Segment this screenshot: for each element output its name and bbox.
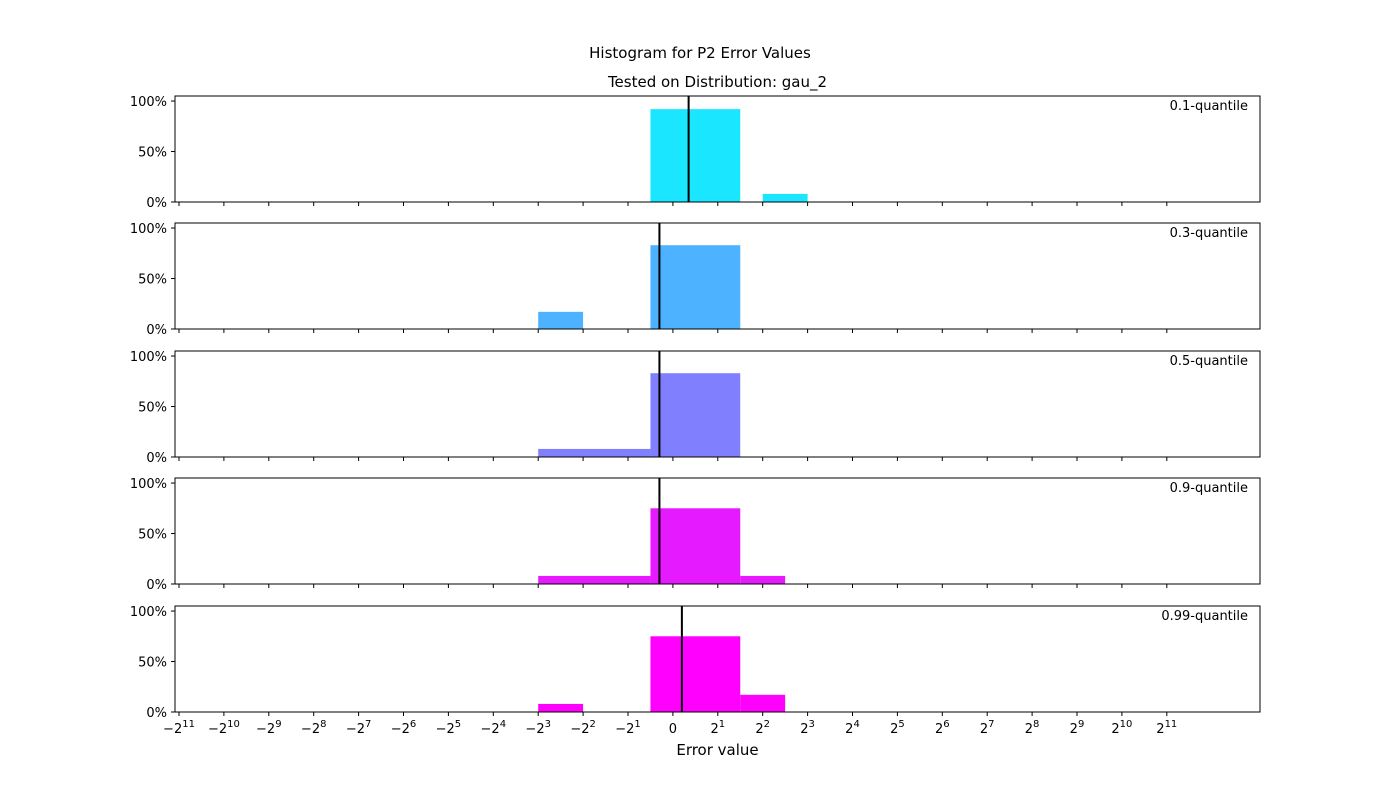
y-tick-label: 50% <box>138 273 167 288</box>
x-tick-label: 24 <box>845 719 860 737</box>
y-tick-label: 50% <box>138 401 167 416</box>
y-tick-label: 100% <box>130 350 167 365</box>
histogram-bar <box>650 373 741 457</box>
y-tick-label: 100% <box>130 222 167 237</box>
quantile-label: 0.99-quantile <box>1161 609 1248 624</box>
x-tick-label: 25 <box>890 719 905 737</box>
histogram-bar <box>538 575 651 584</box>
chart-subtitle: Tested on Distribution: gau_2 <box>607 73 828 91</box>
histogram-bar <box>650 508 741 584</box>
x-tick-label: −28 <box>301 719 327 737</box>
histogram-bar <box>762 193 808 202</box>
x-tick-label: −27 <box>346 719 372 737</box>
x-tick-label: −210 <box>208 719 240 737</box>
y-tick-label: 50% <box>138 146 167 161</box>
x-tick-label: −21 <box>615 719 641 737</box>
x-tick-label: 0 <box>669 722 677 737</box>
x-tick-label: −29 <box>256 719 282 737</box>
y-tick-label: 0% <box>146 578 167 593</box>
quantile-label: 0.1-quantile <box>1170 99 1248 114</box>
histogram-bar <box>538 448 651 457</box>
x-tick-label: 29 <box>1070 719 1085 737</box>
x-tick-label: 28 <box>1025 719 1040 737</box>
x-tick-label: −22 <box>570 719 596 737</box>
y-tick-label: 50% <box>138 528 167 543</box>
y-tick-label: 0% <box>146 451 167 466</box>
quantile-label: 0.5-quantile <box>1170 354 1248 369</box>
histogram-bar <box>650 636 741 712</box>
histogram-bar <box>740 694 786 712</box>
histogram-bar <box>740 575 786 584</box>
y-tick-label: 0% <box>146 706 167 721</box>
x-tick-label: 211 <box>1156 719 1177 737</box>
y-tick-label: 100% <box>130 477 167 492</box>
histogram-bar <box>538 703 584 712</box>
x-axis-label: Error value <box>676 741 759 759</box>
x-tick-label: −24 <box>481 719 507 737</box>
histogram-bar <box>650 245 741 329</box>
quantile-label: 0.9-quantile <box>1170 481 1248 496</box>
x-tick-label: 23 <box>800 719 815 737</box>
chart-title: Histogram for P2 Error Values <box>589 44 811 62</box>
histogram-bar <box>538 311 584 329</box>
x-tick-label: 210 <box>1111 719 1132 737</box>
x-tick-label: −211 <box>163 719 195 737</box>
x-tick-label: 21 <box>710 719 725 737</box>
y-tick-label: 100% <box>130 95 167 110</box>
y-tick-label: 50% <box>138 656 167 671</box>
histogram-bar <box>650 109 741 202</box>
x-tick-label: 27 <box>980 719 995 737</box>
y-tick-label: 0% <box>146 196 167 211</box>
x-tick-label: 22 <box>755 719 770 737</box>
y-tick-label: 100% <box>130 605 167 620</box>
x-tick-label: −25 <box>436 719 462 737</box>
y-tick-label: 0% <box>146 323 167 338</box>
x-tick-label: 26 <box>935 719 950 737</box>
x-tick-label: −23 <box>525 719 551 737</box>
x-tick-label: −26 <box>391 719 417 737</box>
quantile-label: 0.3-quantile <box>1170 226 1248 241</box>
